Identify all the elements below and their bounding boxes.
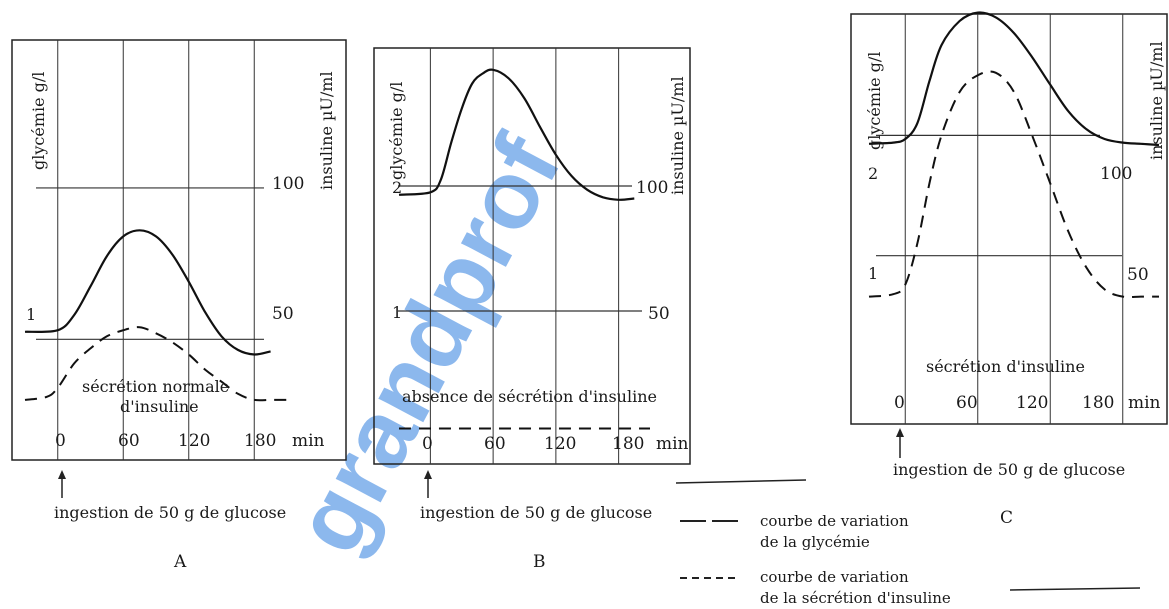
panel-a-xtick-120: 120: [178, 431, 210, 451]
panel-b-ylabel-right: insuline µU/ml: [668, 76, 687, 195]
panel-b-xtick-60: 60: [484, 434, 506, 454]
panel-b-annotation: absence de sécrétion d'insuline: [402, 387, 657, 406]
panel-c-arrow-head: [896, 428, 904, 437]
panel-b-right-tick-100: 100: [636, 178, 668, 198]
panel-c-ylabel-right: insuline µU/ml: [1147, 41, 1166, 160]
panel-a-ylabel-right: insuline µU/ml: [317, 71, 336, 190]
panel-a: glycémie g/l insuline µU/ml 1 100 50 0 6…: [11, 39, 347, 572]
panel-a-right-tick-50: 50: [272, 304, 294, 324]
panel-a-left-tick-1: 1: [26, 305, 36, 324]
legend-solid-label-1: courbe de variation: [760, 512, 909, 530]
panel-a-xtick-60: 60: [118, 431, 140, 451]
insuline-curve: [868, 70, 1159, 299]
panel-c-letter: C: [1000, 508, 1013, 528]
panel-c-xunit: min: [1128, 393, 1161, 413]
panel-a-xtick-180: 180: [244, 431, 276, 451]
panel-c-curves: [868, 11, 1160, 299]
panel-a-xtick-0: 0: [55, 431, 66, 451]
legend: courbe de variation de la glycémie courb…: [675, 479, 1141, 607]
panel-a-curves: [24, 229, 287, 402]
legend-dashed-label-1: courbe de variation: [760, 568, 909, 586]
panel-c: glycémie g/l insuline µU/ml 2 1 100 50 0…: [850, 11, 1168, 528]
insuline-curve: [24, 326, 287, 402]
panel-c-right-tick-50: 50: [1127, 265, 1149, 285]
panel-c-xtick-180: 180: [1082, 393, 1114, 413]
panel-a-letter: A: [173, 552, 187, 572]
panel-b-xunit: min: [656, 434, 689, 454]
panel-b-letter: B: [533, 552, 546, 572]
panel-c-xtick-60: 60: [956, 393, 978, 413]
panel-a-xunit: min: [292, 431, 325, 451]
panel-b-curves: [398, 68, 650, 430]
panel-c-annotation: sécrétion d'insuline: [926, 357, 1085, 376]
panel-b-arrow-head: [424, 470, 432, 479]
panel-b-xtick-120: 120: [544, 434, 576, 454]
panel-c-left-tick-1: 1: [868, 264, 878, 283]
panel-b-xtick-0: 0: [422, 434, 433, 454]
glycemie-curve: [24, 229, 271, 356]
panel-b-ylabel-left: glycémie g/l: [387, 82, 406, 180]
panel-b-left-tick-1: 1: [392, 303, 402, 322]
glycemie-curve: [398, 68, 635, 201]
panel-a-ylabel-left: glycémie g/l: [29, 72, 48, 170]
panel-c-ylabel-left: glycémie g/l: [865, 52, 884, 150]
panel-c-frame: [850, 13, 1168, 425]
panel-a-arrow-head: [58, 470, 66, 479]
panel-a-grid: [36, 40, 264, 460]
glycemie-curve: [868, 11, 1160, 147]
panel-b-frame: [373, 47, 691, 465]
panel-a-right-tick-100: 100: [272, 174, 304, 194]
panel-a-annotation-1: sécrétion normale: [82, 377, 229, 396]
panel-a-frame: [11, 39, 347, 461]
panel-c-left-tick-2: 2: [868, 164, 878, 183]
panel-c-xtick-120: 120: [1016, 393, 1048, 413]
panel-a-annotation-2: d'insuline: [120, 397, 199, 416]
panel-c-right-tick-100: 100: [1100, 164, 1132, 184]
panel-b-arrow-label: ingestion de 50 g de glucose: [420, 503, 652, 522]
panel-c-xtick-0: 0: [894, 393, 905, 413]
panel-c-arrow-label: ingestion de 50 g de glucose: [893, 460, 1125, 479]
panel-b: glycémie g/l insuline µU/ml 2 1 100 50 0…: [373, 47, 691, 572]
legend-solid-label-2: de la glycémie: [760, 533, 870, 551]
legend-rule-top: [675, 479, 807, 484]
panel-b-xtick-180: 180: [612, 434, 644, 454]
panel-b-left-tick-2: 2: [392, 178, 402, 197]
legend-rule-right: [1009, 587, 1141, 591]
panel-b-grid: [398, 48, 642, 464]
panel-b-right-tick-50: 50: [648, 304, 670, 324]
panel-c-grid: [876, 14, 1124, 424]
panel-a-arrow-label: ingestion de 50 g de glucose: [54, 503, 286, 522]
legend-dashed-label-2: de la sécrétion d'insuline: [760, 589, 951, 607]
